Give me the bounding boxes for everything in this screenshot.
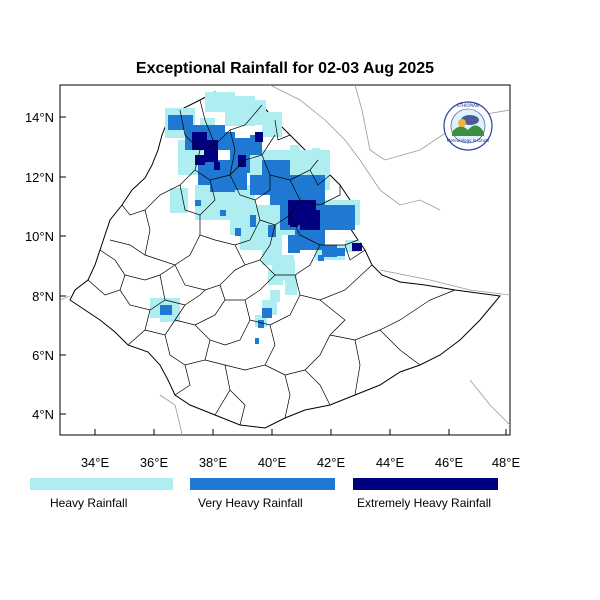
heavy-rain-cell <box>268 270 283 285</box>
y-axis: 14°N 12°N 10°N 8°N 6°N 4°N <box>25 110 66 422</box>
y-tick-label: 8°N <box>32 289 54 304</box>
x-tick-label: 36°E <box>140 455 169 470</box>
heavy-rain-cell <box>290 145 300 157</box>
legend-label-very-heavy: Very Heavy Rainfall <box>198 496 303 510</box>
legend-swatch-very-heavy <box>190 478 335 490</box>
very-heavy-rain-cell <box>288 235 300 253</box>
heavy-rain-cell <box>170 188 188 213</box>
x-tick-label: 48°E <box>492 455 521 470</box>
extreme-rain-cell <box>300 210 320 230</box>
admin-boundaries <box>87 99 456 426</box>
mountain-icon <box>452 125 484 136</box>
map-title: Exceptional Rainfall for 02-03 Aug 2025 <box>136 60 434 77</box>
heavy-rain-cell <box>280 260 295 275</box>
extreme-rain-cell <box>238 155 246 167</box>
very-heavy-rain-cell <box>335 248 345 256</box>
extreme-rain-cell <box>204 140 218 162</box>
rainfall-cells <box>150 92 362 344</box>
x-tick-label: 40°E <box>258 455 287 470</box>
agency-logo: ETHIOPIAN Meteorology Institute <box>443 101 493 151</box>
very-heavy-rain-cell <box>318 255 324 261</box>
legend: Heavy Rainfall Very Heavy Rainfall Extre… <box>30 478 498 510</box>
very-heavy-rain-cell <box>268 225 276 237</box>
very-heavy-rain-cell <box>232 165 247 190</box>
x-tick-label: 38°E <box>199 455 228 470</box>
extreme-rain-cell <box>290 215 298 227</box>
very-heavy-rain-cell <box>322 245 337 257</box>
x-tick-label: 44°E <box>376 455 405 470</box>
very-heavy-rain-cell <box>160 305 172 315</box>
x-tick-label: 42°E <box>317 455 346 470</box>
very-heavy-rain-cell <box>220 210 226 216</box>
heavy-rain-cell <box>262 112 282 137</box>
very-heavy-rain-cell <box>235 228 241 236</box>
x-tick-label: 46°E <box>435 455 464 470</box>
extreme-rain-cell <box>195 155 205 165</box>
legend-swatch-heavy <box>30 478 173 490</box>
logo-text-top: ETHIOPIAN <box>457 103 479 108</box>
y-tick-label: 14°N <box>25 110 54 125</box>
legend-label-extreme: Extremely Heavy Rainfall <box>357 496 491 510</box>
heavy-rain-cell <box>248 100 266 125</box>
heavy-rain-cell <box>285 275 297 295</box>
legend-label-heavy: Heavy Rainfall <box>50 496 127 510</box>
heavy-rain-cell <box>312 148 320 156</box>
very-heavy-rain-cell <box>262 308 272 318</box>
y-tick-label: 4°N <box>32 407 54 422</box>
extreme-rain-cell <box>352 243 362 251</box>
y-tick-label: 10°N <box>25 229 54 244</box>
legend-swatch-extreme <box>353 478 498 490</box>
heavy-rain-cell <box>270 290 280 302</box>
extreme-rain-cell <box>214 162 220 170</box>
very-heavy-rain-cell <box>195 200 201 206</box>
very-heavy-rain-cell <box>258 320 264 328</box>
y-tick-label: 6°N <box>32 348 54 363</box>
very-heavy-rain-cell <box>210 180 235 192</box>
very-heavy-rain-cell <box>250 215 256 227</box>
sun-icon <box>458 119 466 127</box>
logo-text-bottom: Meteorology Institute <box>447 138 490 143</box>
y-tick-label: 12°N <box>25 170 54 185</box>
very-heavy-rain-cell <box>255 338 259 344</box>
extreme-rain-cell <box>255 132 263 142</box>
x-axis: 34°E 36°E 38°E 40°E 42°E 44°E 46°E 48°E <box>81 429 521 470</box>
x-tick-label: 34°E <box>81 455 110 470</box>
